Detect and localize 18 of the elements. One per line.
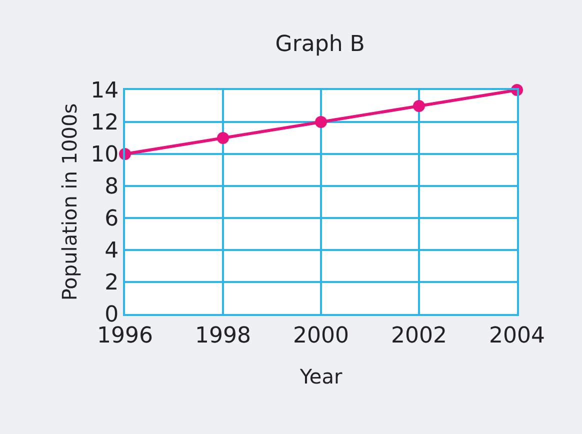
point [217, 132, 229, 144]
x-axis-title: Year [298, 364, 343, 388]
y-tick-label: 14 [90, 78, 119, 104]
point [413, 100, 425, 112]
y-tick-label: 4 [104, 238, 119, 264]
y-tick-label: 10 [90, 142, 119, 168]
x-tick-label: 1998 [195, 323, 251, 348]
chart-title: Graph B [275, 32, 365, 58]
x-tick-label: 1996 [97, 323, 153, 348]
x-tick-label: 2004 [489, 323, 545, 348]
x-tick-label: 2002 [391, 323, 447, 348]
point [315, 116, 327, 128]
y-tick-label: 8 [104, 174, 119, 200]
y-tick-label: 12 [90, 110, 119, 136]
y-tick-label: 6 [104, 206, 119, 232]
y-axis-title: Population in 1000s [58, 103, 82, 301]
y-tick-label: 2 [104, 270, 119, 296]
x-tick-label: 2000 [293, 323, 349, 348]
